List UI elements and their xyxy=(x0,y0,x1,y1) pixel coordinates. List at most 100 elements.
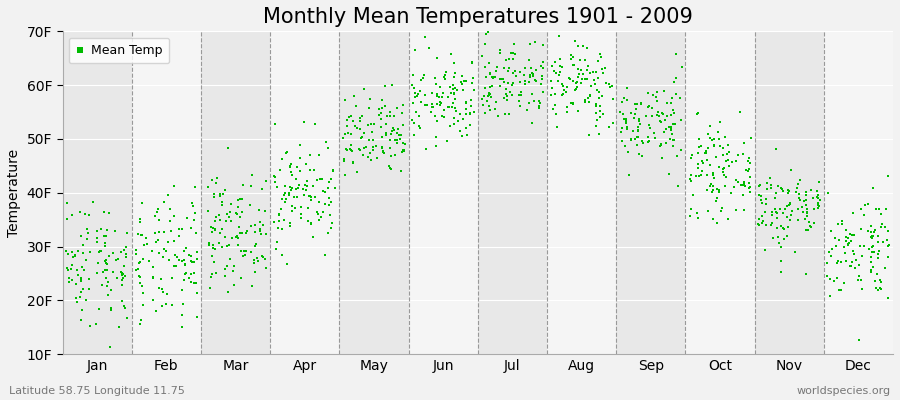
Mean Temp xyxy=(379,132,393,138)
Mean Temp xyxy=(340,116,355,123)
Mean Temp xyxy=(493,47,508,54)
Mean Temp xyxy=(706,216,720,222)
Mean Temp xyxy=(548,102,562,108)
Mean Temp xyxy=(568,87,582,93)
Bar xyxy=(409,31,478,354)
Mean Temp xyxy=(463,110,477,117)
Mean Temp xyxy=(523,74,537,81)
Mean Temp xyxy=(291,194,305,200)
Mean Temp xyxy=(353,147,367,154)
Mean Temp xyxy=(511,98,526,104)
Mean Temp xyxy=(832,287,846,293)
Mean Temp xyxy=(506,69,520,76)
Mean Temp xyxy=(104,344,118,350)
Mean Temp xyxy=(362,105,376,112)
Mean Temp xyxy=(791,206,806,213)
Mean Temp xyxy=(533,100,547,107)
Y-axis label: Temperature: Temperature xyxy=(7,149,21,237)
Mean Temp xyxy=(130,231,145,237)
Mean Temp xyxy=(382,163,396,170)
Mean Temp xyxy=(292,182,306,188)
Mean Temp xyxy=(685,151,699,158)
Mean Temp xyxy=(650,112,664,119)
Bar xyxy=(754,31,824,354)
Mean Temp xyxy=(344,131,358,138)
Mean Temp xyxy=(297,118,311,125)
Mean Temp xyxy=(118,273,132,280)
Mean Temp xyxy=(244,183,258,189)
Mean Temp xyxy=(571,74,585,80)
Mean Temp xyxy=(820,273,834,279)
Mean Temp xyxy=(59,216,74,222)
Mean Temp xyxy=(715,204,729,211)
Mean Temp xyxy=(640,90,654,96)
Mean Temp xyxy=(445,104,459,110)
Mean Temp xyxy=(277,217,292,223)
Mean Temp xyxy=(654,141,669,148)
Mean Temp xyxy=(872,248,886,254)
Mean Temp xyxy=(593,103,608,110)
Mean Temp xyxy=(135,301,149,308)
Mean Temp xyxy=(243,248,257,255)
Mean Temp xyxy=(364,121,378,128)
Mean Temp xyxy=(369,155,383,161)
Mean Temp xyxy=(661,100,675,106)
Mean Temp xyxy=(742,184,757,190)
Mean Temp xyxy=(535,76,549,82)
Mean Temp xyxy=(803,223,817,230)
Mean Temp xyxy=(166,182,181,189)
Mean Temp xyxy=(851,272,866,279)
Mean Temp xyxy=(544,85,559,91)
Mean Temp xyxy=(646,92,661,98)
Mean Temp xyxy=(664,112,679,118)
Mean Temp xyxy=(273,167,287,174)
Mean Temp xyxy=(810,187,824,194)
Mean Temp xyxy=(703,162,717,169)
Mean Temp xyxy=(574,80,589,87)
Mean Temp xyxy=(684,178,698,184)
Mean Temp xyxy=(668,121,682,128)
Mean Temp xyxy=(311,199,326,206)
Mean Temp xyxy=(396,122,410,128)
Mean Temp xyxy=(699,150,714,156)
Mean Temp xyxy=(579,75,593,82)
Mean Temp xyxy=(113,269,128,276)
Mean Temp xyxy=(627,110,642,117)
Mean Temp xyxy=(662,136,677,142)
Mean Temp xyxy=(270,184,284,190)
Mean Temp xyxy=(531,98,545,104)
Mean Temp xyxy=(154,276,168,282)
Mean Temp xyxy=(444,90,458,96)
Mean Temp xyxy=(279,149,293,155)
Mean Temp xyxy=(438,76,453,82)
Mean Temp xyxy=(429,118,444,124)
Mean Temp xyxy=(552,72,566,78)
Mean Temp xyxy=(552,32,566,39)
Mean Temp xyxy=(664,126,679,132)
Mean Temp xyxy=(664,127,679,134)
Mean Temp xyxy=(781,223,796,230)
Mean Temp xyxy=(768,206,782,212)
Mean Temp xyxy=(326,167,340,174)
Mean Temp xyxy=(742,168,756,174)
Mean Temp xyxy=(257,208,272,214)
Mean Temp xyxy=(844,259,859,265)
Mean Temp xyxy=(874,224,888,231)
Mean Temp xyxy=(372,105,386,112)
Mean Temp xyxy=(455,86,470,93)
Mean Temp xyxy=(624,135,638,142)
Mean Temp xyxy=(482,70,497,76)
Mean Temp xyxy=(773,269,788,275)
Mean Temp xyxy=(582,99,597,106)
Mean Temp xyxy=(184,270,198,277)
Mean Temp xyxy=(719,158,733,164)
Mean Temp xyxy=(76,286,90,292)
Mean Temp xyxy=(220,243,234,249)
Mean Temp xyxy=(186,202,201,209)
Mean Temp xyxy=(142,258,157,264)
Mean Temp xyxy=(525,65,539,71)
Mean Temp xyxy=(555,92,570,98)
Mean Temp xyxy=(147,297,161,303)
Mean Temp xyxy=(867,228,881,235)
Mean Temp xyxy=(520,107,535,113)
